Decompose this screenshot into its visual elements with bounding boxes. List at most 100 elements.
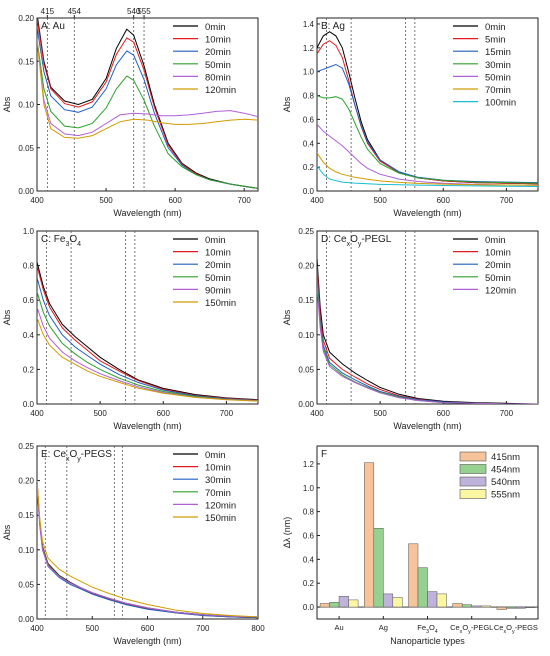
legend-label: 0min	[205, 22, 226, 33]
y-tick-label: 0.20	[298, 262, 314, 271]
series-line-70min	[317, 152, 538, 186]
y-tick-label: 0.10	[18, 101, 34, 110]
top-tick-label: 454	[68, 7, 82, 16]
panel-title: D: CexOy-PEGL	[321, 234, 392, 248]
series-line-120min	[37, 39, 258, 139]
series-line-90min	[37, 306, 258, 402]
y-tick-label: 1.0	[303, 484, 315, 493]
series-line-50min	[37, 291, 258, 402]
x-tick-label: 600	[141, 624, 155, 633]
x-axis-label: Nanoparticle types	[390, 636, 465, 646]
legend-label: 20min	[205, 260, 231, 271]
y-tick-label: 1.0	[303, 68, 315, 77]
series-line-0min	[37, 261, 258, 401]
legend-label: 0min	[485, 235, 506, 246]
bar-454nm	[417, 567, 428, 608]
legend-label: 0min	[205, 450, 226, 461]
series-line-100min	[317, 165, 538, 187]
bar-540nm	[383, 593, 394, 608]
bar-555nm	[525, 606, 536, 608]
panel-e: 0.00 0.05 0.10 0.15 0.20 0.25 Abs Wavelength (n…	[2, 442, 265, 646]
x-tick-label: 700	[196, 624, 210, 633]
y-tick-label: 1.2	[303, 460, 315, 469]
legend-label: 120min	[485, 285, 516, 296]
legend-label: 555nm	[491, 490, 520, 501]
top-tick-label: 415	[41, 7, 55, 16]
y-tick-label: 1.4	[303, 20, 315, 29]
series-line-10min	[37, 18, 258, 189]
y-tick-label: 0.8	[303, 508, 315, 517]
panel-title: B: Ag	[321, 21, 345, 32]
y-axis-label: Abs	[2, 96, 12, 112]
bar-454nm	[373, 528, 384, 608]
y-tick-label: 0.00	[18, 187, 34, 196]
x-tick-label: 500	[373, 409, 387, 418]
top-tick-label: 540	[127, 7, 141, 16]
legend-label: 70min	[205, 488, 231, 499]
x-tick-label: 700	[500, 196, 514, 205]
legend-label: 100min	[485, 98, 516, 109]
legend-label: 5min	[485, 35, 506, 46]
y-tick-label: 0.4	[303, 139, 315, 148]
bar-540nm	[427, 591, 438, 608]
bar-454nm	[506, 606, 517, 609]
panel-b: 0.0 0.2 0.4 0.6 0.8 1.0 1.2 1.4 Abs Wavelength (n…	[282, 17, 539, 218]
panel-c: 0.0 0.2 0.4 0.6 0.8 1.0 Abs Wavelength (nm) 400 5…	[2, 227, 259, 431]
x-axis-label: Wavelength (nm)	[113, 636, 181, 646]
panel-a: 0.00 0.05 0.10 0.15 0.20 Abs Wavelength (nm) 40…	[2, 7, 259, 218]
bar-415nm	[408, 543, 419, 608]
y-tick-label: 0.05	[298, 365, 314, 374]
legend-label: 120min	[205, 500, 236, 511]
bar-415nm	[319, 603, 330, 608]
legend-label: 20min	[485, 260, 511, 271]
y-tick-label: 0.0	[303, 187, 315, 196]
y-tick-label: 0.10	[298, 331, 314, 340]
legend-label: 10min	[485, 248, 511, 259]
y-axis-label: Abs	[2, 309, 12, 325]
x-tick-label: 400	[310, 196, 324, 205]
series-line-20min	[37, 277, 258, 401]
y-tick-label: 0.0	[23, 400, 35, 409]
legend-label: 70min	[485, 85, 511, 96]
x-tick-label: 400	[30, 624, 44, 633]
x-tick-label: 400	[30, 196, 44, 205]
x-tick-label: 600	[437, 196, 451, 205]
panel-title: A: Au	[41, 21, 65, 32]
y-tick-label: 0.05	[18, 580, 34, 589]
x-tick-label: 500	[373, 196, 387, 205]
x-tick-label: 500	[93, 409, 107, 418]
legend-label: 15min	[485, 47, 511, 58]
legend-label: 454nm	[491, 465, 520, 476]
bar-555nm	[392, 597, 403, 608]
y-tick-label: 0.25	[18, 442, 34, 451]
series-line-150min	[37, 480, 258, 618]
category-label: Ag	[379, 623, 388, 632]
y-tick-label: 0.8	[303, 92, 315, 101]
y-tick-label: 0.4	[23, 331, 35, 340]
x-tick-label: 700	[238, 196, 252, 205]
bar-555nm	[436, 593, 447, 608]
legend-label: 20min	[205, 47, 231, 58]
x-tick-label: 600	[437, 409, 451, 418]
y-axis-label: Δλ (nm)	[282, 517, 292, 549]
y-tick-label: 0.4	[303, 555, 315, 564]
category-label: Fe3O4	[417, 623, 438, 635]
legend-label: 50min	[205, 60, 231, 71]
x-tick-label: 600	[168, 196, 182, 205]
legend-label: 0min	[485, 22, 506, 33]
legend-label: 150min	[205, 298, 236, 309]
bar-555nm	[480, 605, 491, 608]
y-axis-label: Abs	[2, 524, 12, 540]
series-line-50min	[317, 123, 538, 186]
y-tick-label: 0.20	[18, 14, 34, 23]
x-tick-label: 500	[99, 196, 113, 205]
series-line-50min	[317, 279, 538, 404]
legend-label: 10min	[205, 248, 231, 259]
legend-swatch	[459, 451, 487, 462]
legend-swatch	[459, 476, 487, 487]
legend-label: 90min	[205, 285, 231, 296]
legend-swatch	[459, 464, 487, 474]
x-tick-label: 800	[251, 624, 265, 633]
legend-label: 50min	[205, 273, 231, 284]
y-axis-label: Abs	[282, 309, 292, 325]
